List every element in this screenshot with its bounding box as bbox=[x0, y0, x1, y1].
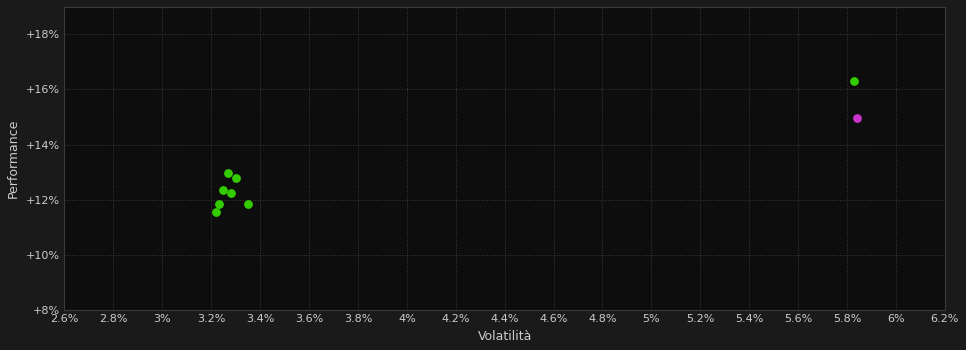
Point bbox=[846, 78, 862, 84]
Point bbox=[241, 201, 256, 206]
X-axis label: Volatilità: Volatilità bbox=[477, 330, 532, 343]
Point bbox=[215, 187, 231, 193]
Point bbox=[211, 201, 226, 206]
Y-axis label: Performance: Performance bbox=[7, 119, 20, 198]
Point bbox=[223, 190, 239, 196]
Point bbox=[220, 171, 236, 176]
Point bbox=[209, 209, 224, 215]
Point bbox=[849, 116, 865, 121]
Point bbox=[228, 175, 243, 180]
